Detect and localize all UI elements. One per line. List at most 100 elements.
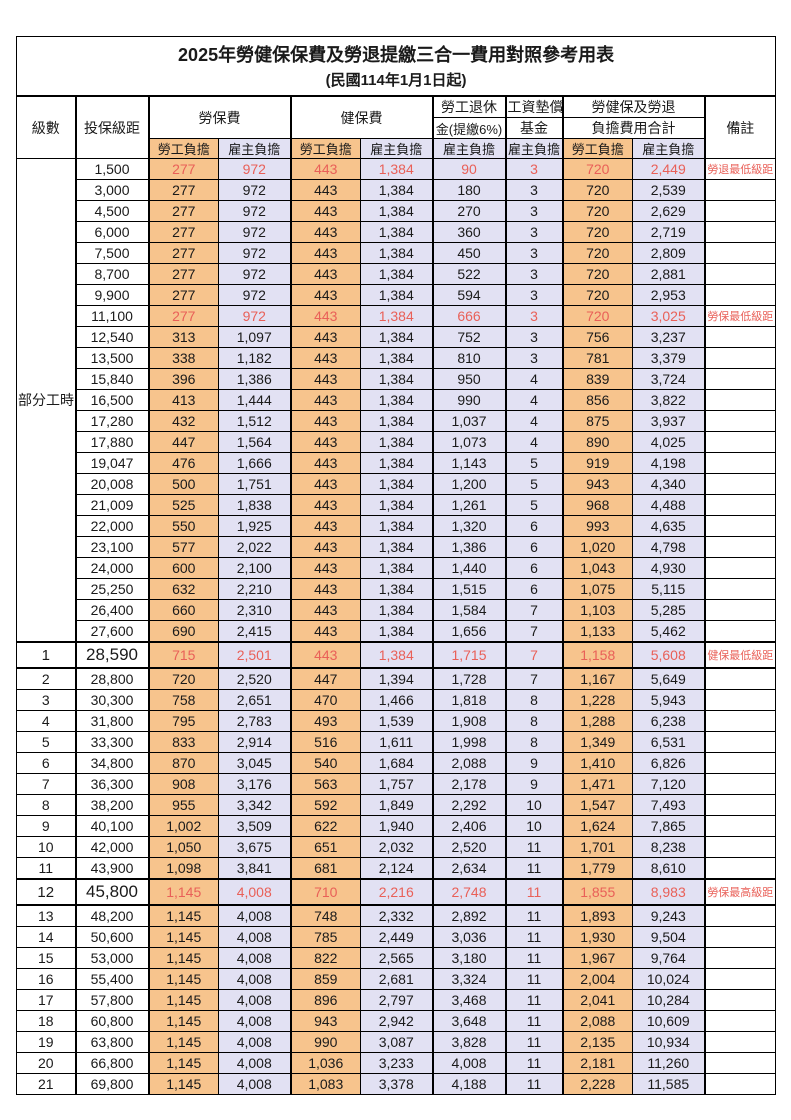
total-employee-cell: 1,103 xyxy=(562,599,633,621)
subheader-labor-employee: 勞工負擔 xyxy=(148,138,219,159)
remark-cell xyxy=(703,1031,777,1053)
labor-employer-cell: 4,008 xyxy=(218,1031,292,1053)
labor-employer-cell: 972 xyxy=(218,221,292,243)
remark-cell xyxy=(703,179,777,201)
bracket-cell: 50,600 xyxy=(75,926,150,948)
pension-employer-cell: 1,143 xyxy=(432,452,507,474)
subheader-fund-employer: 雇主負擔 xyxy=(505,138,564,159)
remark-cell xyxy=(703,689,777,711)
remark-cell xyxy=(703,578,777,600)
health-employee-cell: 785 xyxy=(290,926,361,948)
labor-employee-cell: 1,145 xyxy=(148,1073,219,1095)
table-row: 5 33,300 833 2,914 516 1,611 1,998 8 1,349 6,531 xyxy=(16,731,777,753)
labor-employer-cell: 2,100 xyxy=(218,557,292,579)
bracket-cell: 43,900 xyxy=(75,857,150,880)
pension-employer-cell: 2,892 xyxy=(432,904,507,927)
labor-employee-cell: 277 xyxy=(148,305,219,327)
remark-cell xyxy=(703,794,777,816)
total-employer-cell: 4,488 xyxy=(632,494,706,516)
total-employer-cell: 5,285 xyxy=(632,599,706,621)
col-header-fund-line2: 基金 xyxy=(505,117,564,139)
pension-employer-cell: 2,292 xyxy=(432,794,507,816)
health-employee-cell: 748 xyxy=(290,904,361,927)
total-employer-cell: 8,983 xyxy=(632,878,706,906)
wage-fund-employer-cell: 7 xyxy=(505,641,564,669)
table-row: 16,500 413 1,444 443 1,384 990 4 856 3,822 xyxy=(17,389,777,411)
wage-fund-employer-cell: 4 xyxy=(505,389,564,411)
labor-employee-cell: 277 xyxy=(148,242,219,264)
health-employer-cell: 2,942 xyxy=(360,1010,434,1032)
bracket-cell: 34,800 xyxy=(75,752,150,774)
subheader-pension-employer: 雇主負擔 xyxy=(432,138,507,159)
health-employer-cell: 2,565 xyxy=(360,947,434,969)
labor-employer-cell: 972 xyxy=(218,158,292,180)
health-employer-cell: 1,384 xyxy=(360,242,434,264)
total-employee-cell: 1,228 xyxy=(562,689,633,711)
table-row: 15,840 396 1,386 443 1,384 950 4 839 3,724 xyxy=(17,368,777,390)
bracket-cell: 20,008 xyxy=(75,473,150,495)
pension-employer-cell: 450 xyxy=(432,242,507,264)
labor-employer-cell: 3,342 xyxy=(218,794,292,816)
pension-employer-cell: 1,320 xyxy=(432,515,507,537)
remark-cell xyxy=(703,947,777,969)
labor-employee-cell: 447 xyxy=(148,431,219,453)
labor-employer-cell: 3,045 xyxy=(218,752,292,774)
health-employee-cell: 563 xyxy=(290,773,361,795)
pension-employer-cell: 2,406 xyxy=(432,815,507,837)
health-employer-cell: 1,384 xyxy=(360,368,434,390)
table-row: 4,500 277 972 443 1,384 270 3 720 2,629 xyxy=(17,200,777,222)
pension-employer-cell: 1,656 xyxy=(432,620,507,643)
health-employer-cell: 1,384 xyxy=(360,305,434,327)
total-employer-cell: 6,238 xyxy=(632,710,706,732)
total-employee-cell: 1,779 xyxy=(562,857,633,880)
total-employee-cell: 875 xyxy=(562,410,633,432)
wage-fund-employer-cell: 3 xyxy=(505,284,564,306)
labor-employee-cell: 1,145 xyxy=(148,1031,219,1053)
remark-cell xyxy=(703,731,777,753)
level-cell: 21 xyxy=(16,1073,77,1095)
bracket-cell: 33,300 xyxy=(75,731,150,753)
wage-fund-employer-cell: 7 xyxy=(505,599,564,621)
health-employer-cell: 1,384 xyxy=(360,641,434,669)
table-body: 部分工時 1,500 277 972 443 1,384 90 3 720 2,449 勞退最低級距… xyxy=(16,158,777,1095)
total-employee-cell: 890 xyxy=(562,431,633,453)
labor-employee-cell: 1,145 xyxy=(148,926,219,948)
total-employee-cell: 2,135 xyxy=(562,1031,633,1053)
total-employee-cell: 1,930 xyxy=(562,926,633,948)
pension-employer-cell: 810 xyxy=(432,347,507,369)
table-row: 11 43,900 1,098 3,841 681 2,124 2,634 11 1,779 8,… xyxy=(16,857,777,880)
labor-employee-cell: 432 xyxy=(148,410,219,432)
labor-employee-cell: 908 xyxy=(148,773,219,795)
total-employer-cell: 3,379 xyxy=(632,347,706,369)
health-employer-cell: 1,384 xyxy=(360,284,434,306)
bracket-cell: 24,000 xyxy=(75,557,150,579)
level-cell: 12 xyxy=(16,878,77,906)
pension-employer-cell: 1,908 xyxy=(432,710,507,732)
col-header-total-line1: 勞健保及勞退 xyxy=(562,95,706,118)
total-employee-cell: 1,967 xyxy=(562,947,633,969)
total-employer-cell: 5,608 xyxy=(632,641,706,669)
pension-employer-cell: 3,180 xyxy=(432,947,507,969)
pension-employer-cell: 752 xyxy=(432,326,507,348)
pension-employer-cell: 1,073 xyxy=(432,431,507,453)
pension-employer-cell: 3,324 xyxy=(432,968,507,990)
remark-cell xyxy=(703,599,777,621)
pension-employer-cell: 2,520 xyxy=(432,836,507,858)
total-employee-cell: 1,410 xyxy=(562,752,633,774)
health-employer-cell: 3,087 xyxy=(360,1031,434,1053)
health-employee-cell: 443 xyxy=(290,620,361,643)
bracket-cell: 3,000 xyxy=(75,179,150,201)
bracket-cell: 42,000 xyxy=(75,836,150,858)
bracket-cell: 21,009 xyxy=(75,494,150,516)
table-row: 12,540 313 1,097 443 1,384 752 3 756 3,237 xyxy=(17,326,777,348)
labor-employee-cell: 396 xyxy=(148,368,219,390)
pension-employer-cell: 3,648 xyxy=(432,1010,507,1032)
table-row: 18 60,800 1,145 4,008 943 2,942 3,648 11 2,088 10… xyxy=(16,1010,777,1032)
fee-reference-sheet: 2025年勞健保保費及勞退提繳三合一費用對照參考用表 (民國114年1月1日起)… xyxy=(15,36,777,1095)
total-employee-cell: 1,893 xyxy=(562,904,633,927)
total-employer-cell: 3,724 xyxy=(632,368,706,390)
total-employee-cell: 720 xyxy=(562,263,633,285)
remark-cell xyxy=(703,389,777,411)
labor-employer-cell: 1,564 xyxy=(218,431,292,453)
total-employee-cell: 2,088 xyxy=(562,1010,633,1032)
